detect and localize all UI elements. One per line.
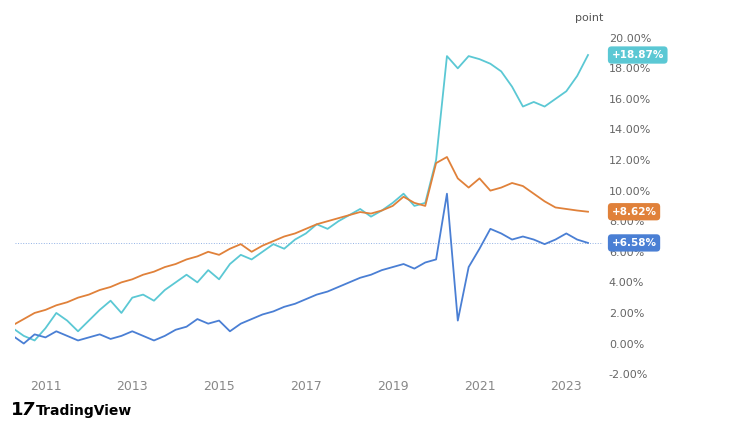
Text: TradingView: TradingView bbox=[35, 404, 132, 418]
Text: +18.87%: +18.87% bbox=[611, 50, 664, 60]
Text: 7: 7 bbox=[21, 401, 34, 419]
Text: +6.58%: +6.58% bbox=[611, 238, 657, 248]
Text: +8.62%: +8.62% bbox=[611, 207, 657, 217]
Text: 1: 1 bbox=[11, 401, 24, 419]
Text: point: point bbox=[575, 13, 603, 23]
